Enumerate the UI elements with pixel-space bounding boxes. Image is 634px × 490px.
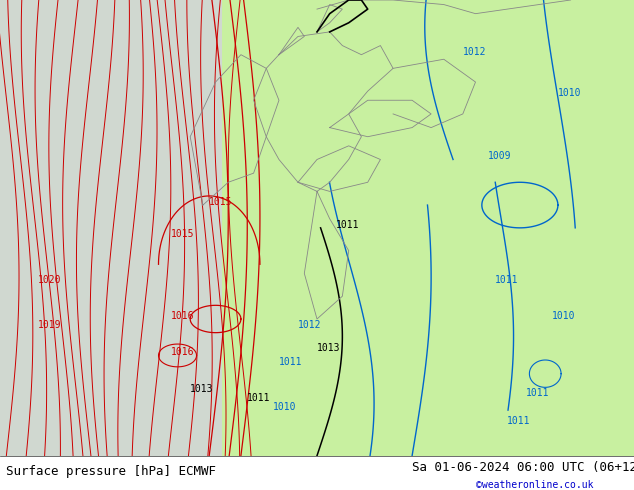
Text: 1019: 1019 [38, 320, 61, 330]
Text: 1016: 1016 [171, 347, 195, 357]
Text: 1015: 1015 [171, 229, 195, 239]
Text: ©weatheronline.co.uk: ©weatheronline.co.uk [476, 480, 593, 490]
FancyBboxPatch shape [0, 456, 634, 490]
Text: 1012: 1012 [298, 320, 321, 330]
Text: 1013: 1013 [317, 343, 340, 353]
Text: 1009: 1009 [488, 151, 512, 162]
Text: 1013: 1013 [190, 384, 214, 394]
Text: Sa 01-06-2024 06:00 UTC (06+120): Sa 01-06-2024 06:00 UTC (06+120) [412, 461, 634, 474]
Text: 1011: 1011 [507, 416, 531, 426]
Text: 1020: 1020 [38, 274, 61, 285]
Text: 1016: 1016 [171, 311, 195, 321]
Text: 1011: 1011 [279, 357, 302, 367]
Text: 1015: 1015 [209, 197, 233, 207]
Text: 1011: 1011 [495, 274, 518, 285]
Text: Surface pressure [hPa] ECMWF: Surface pressure [hPa] ECMWF [6, 465, 216, 478]
Text: 1010: 1010 [552, 311, 575, 321]
Text: 1011: 1011 [336, 220, 359, 230]
FancyBboxPatch shape [0, 0, 634, 456]
Text: 1010: 1010 [273, 402, 296, 412]
Text: 1012: 1012 [463, 47, 486, 57]
FancyBboxPatch shape [0, 0, 222, 456]
Text: 1011: 1011 [526, 389, 550, 398]
Text: 1011: 1011 [247, 393, 271, 403]
Text: 1010: 1010 [558, 88, 581, 98]
